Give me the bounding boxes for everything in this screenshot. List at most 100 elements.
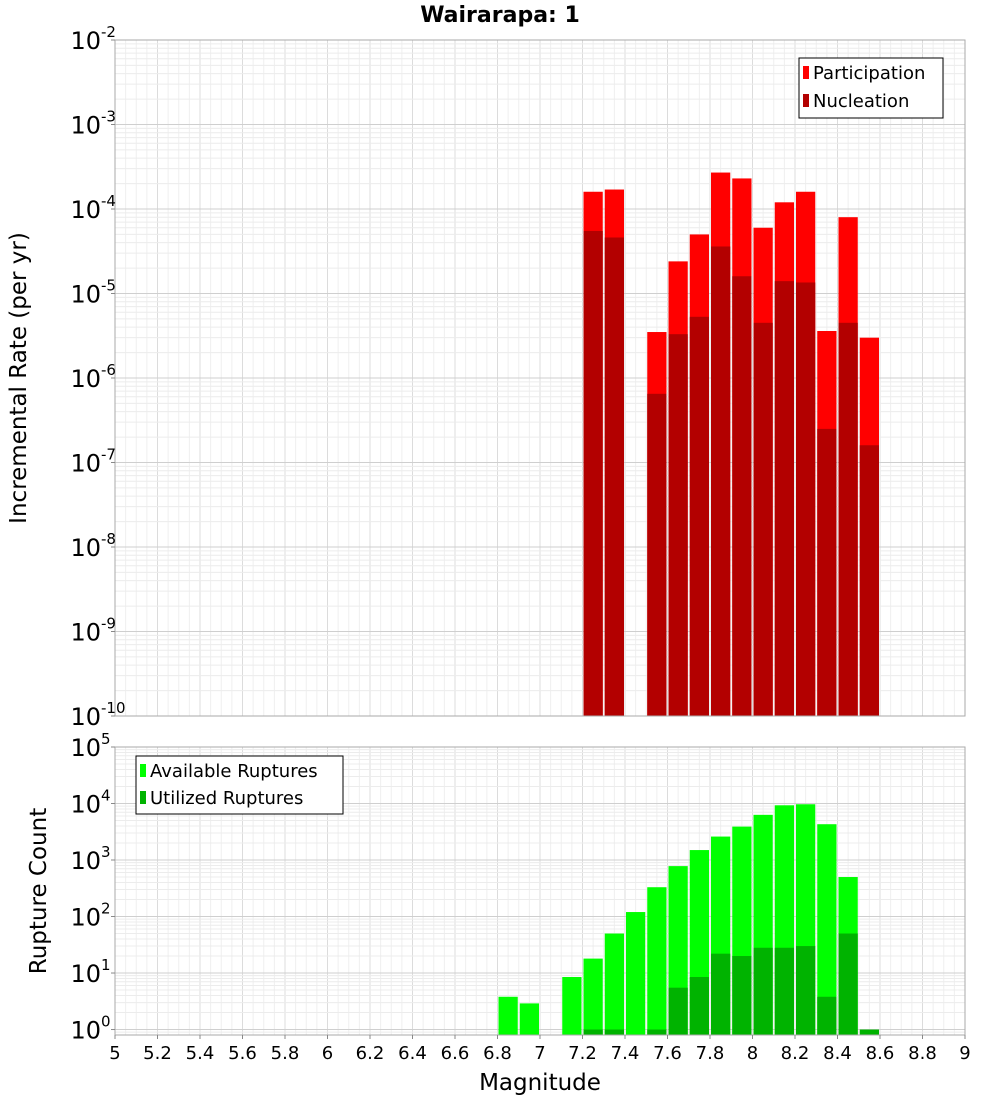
- count-utilized-ruptures-bar: [711, 953, 731, 1035]
- bottom-y-tick-label: 10: [70, 904, 101, 932]
- top-y-tick-label: 10: [70, 281, 101, 309]
- rate-nucleation-bar: [859, 445, 879, 716]
- count-utilized-ruptures-bar: [859, 1029, 879, 1035]
- x-tick-label: 5: [109, 1043, 120, 1064]
- x-tick-label: 6: [322, 1043, 333, 1064]
- x-tick-label: 8.6: [866, 1043, 895, 1064]
- top-legend-box: [798, 57, 944, 119]
- top-legend: Participation Nucleation: [798, 57, 944, 119]
- top-y-tick-exponent: -9: [101, 615, 116, 633]
- top-y-tick-label: 10: [70, 703, 101, 731]
- count-utilized-ruptures-bar: [647, 1029, 667, 1035]
- bottom-y-tick-exponent: 2: [101, 900, 111, 918]
- bottom-y-tick-exponent: 3: [101, 843, 111, 861]
- count-available-ruptures-bar: [604, 933, 624, 1035]
- x-axis-label: Magnitude: [479, 1070, 601, 1096]
- x-tick-label: 7: [534, 1043, 545, 1064]
- top-y-tick-exponent: -2: [101, 23, 116, 41]
- x-tick-label: 5.8: [271, 1043, 300, 1064]
- rate-nucleation-bar: [711, 246, 731, 716]
- x-tick-label: 8.2: [781, 1043, 810, 1064]
- rate-nucleation-bar: [774, 281, 794, 716]
- top-y-tick-label: 10: [70, 534, 101, 562]
- bottom-grid: [114, 747, 966, 1036]
- count-utilized-ruptures-bar: [583, 1029, 603, 1035]
- count-utilized-ruptures-bar: [689, 977, 709, 1035]
- top-y-axis-label: Incremental Rate (per yr): [6, 232, 32, 524]
- rate-nucleation-bar: [796, 282, 816, 716]
- top-y-tick-exponent: -8: [101, 530, 116, 548]
- count-available-ruptures-bar: [817, 824, 837, 1035]
- x-tick-label: 8: [747, 1043, 758, 1064]
- bottom-legend: Available Ruptures Utilized Ruptures: [135, 755, 344, 815]
- count-utilized-ruptures-bar: [774, 947, 794, 1035]
- count-available-ruptures-bar: [583, 958, 603, 1035]
- utilized-legend-label: Utilized Ruptures: [150, 788, 303, 809]
- participation-legend-swatch: [803, 66, 809, 79]
- bottom-y-tick-exponent: 0: [101, 1013, 111, 1031]
- count-utilized-ruptures-bar: [668, 987, 688, 1035]
- count-utilized-ruptures-bar: [732, 956, 752, 1035]
- available-legend-swatch: [140, 764, 146, 777]
- x-tick-label: 9: [959, 1043, 970, 1064]
- top-y-tick-exponent: -10: [101, 699, 126, 717]
- bottom-y-tick-exponent: 4: [101, 787, 111, 805]
- bottom-y-tick-label: 10: [70, 734, 101, 762]
- x-tick-label: 8.8: [908, 1043, 937, 1064]
- x-tick-label: 6.8: [483, 1043, 512, 1064]
- x-tick-label: 7.6: [653, 1043, 682, 1064]
- chart-title: Wairarapa: 1: [420, 3, 580, 28]
- rate-nucleation-bar: [732, 276, 752, 716]
- rate-nucleation-bar: [583, 230, 603, 717]
- x-tick-label: 5.6: [228, 1043, 257, 1064]
- count-available-ruptures-bar: [647, 887, 667, 1035]
- bottom-y-tick-exponent: 1: [101, 956, 111, 974]
- rate-nucleation-bar: [817, 428, 837, 716]
- top-y-tick-label: 10: [70, 196, 101, 224]
- bottom-y-tick-label: 10: [70, 960, 101, 988]
- x-tick-label: 6.2: [356, 1043, 385, 1064]
- bottom-bars: [498, 804, 879, 1035]
- top-y-tick-label: 10: [70, 27, 101, 55]
- rate-nucleation-bar: [647, 393, 667, 716]
- count-utilized-ruptures-bar: [604, 1029, 624, 1035]
- x-tick-label: 5.4: [186, 1043, 215, 1064]
- x-tick-label: 7.4: [611, 1043, 640, 1064]
- top-y-tick-exponent: -5: [101, 277, 116, 295]
- bottom-y-tick-label: 10: [70, 791, 101, 819]
- count-utilized-ruptures-bar: [753, 947, 773, 1035]
- rate-nucleation-bar: [838, 322, 858, 716]
- bottom-y-axis-label: Rupture Count: [26, 808, 52, 974]
- x-ticks: 5 5.2 5.4 5.6 5.8 6 6.2 6.4 6.6 6.8 7 7.2 7.4 7.6 7.8 8…: [109, 1035, 971, 1064]
- bottom-y-tick-exponent: 5: [101, 730, 111, 748]
- rate-nucleation-bar: [689, 316, 709, 716]
- x-tick-label: 7.8: [696, 1043, 725, 1064]
- x-tick-label: 5.2: [143, 1043, 172, 1064]
- top-y-tick-label: 10: [70, 619, 101, 647]
- nucleation-legend-swatch: [803, 94, 809, 107]
- bottom-y-tick-label: 10: [70, 1017, 101, 1045]
- count-utilized-ruptures-bar: [838, 933, 858, 1035]
- rate-nucleation-bar: [753, 322, 773, 716]
- count-available-ruptures-bar: [498, 996, 518, 1035]
- top-y-tick-exponent: -7: [101, 446, 116, 464]
- count-utilized-ruptures-bar: [817, 996, 837, 1035]
- x-tick-label: 7.2: [568, 1043, 597, 1064]
- participation-legend-label: Participation: [813, 63, 925, 84]
- count-available-ruptures-bar: [519, 1003, 539, 1035]
- top-grid: [114, 40, 966, 717]
- top-y-tick-label: 10: [70, 365, 101, 393]
- bottom-y-tick-label: 10: [70, 847, 101, 875]
- rate-nucleation-bar: [668, 334, 688, 716]
- nucleation-legend-label: Nucleation: [813, 91, 909, 112]
- rate-nucleation-bar: [604, 237, 624, 717]
- count-utilized-ruptures-bar: [796, 946, 816, 1035]
- available-legend-label: Available Ruptures: [150, 761, 318, 782]
- top-y-tick-exponent: -3: [101, 108, 116, 126]
- top-y-tick-exponent: -4: [101, 192, 116, 210]
- top-bars: [583, 172, 879, 717]
- x-tick-label: 6.6: [441, 1043, 470, 1064]
